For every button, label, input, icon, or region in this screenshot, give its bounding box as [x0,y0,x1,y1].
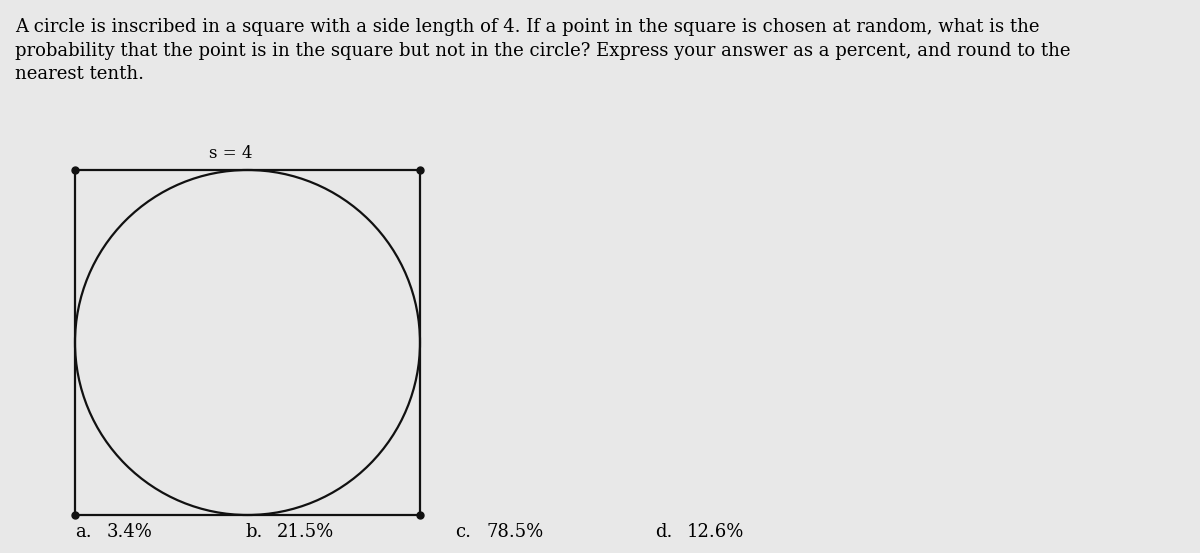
Text: 78.5%: 78.5% [487,523,545,541]
Text: d.: d. [655,523,672,541]
Text: 21.5%: 21.5% [277,523,335,541]
Text: c.: c. [455,523,470,541]
Text: 12.6%: 12.6% [686,523,744,541]
Text: b.: b. [245,523,263,541]
Text: A circle is inscribed in a square with a side length of 4. If a point in the squ: A circle is inscribed in a square with a… [14,18,1070,83]
Text: 3.4%: 3.4% [107,523,152,541]
Text: s = 4: s = 4 [209,145,252,162]
Bar [74,170,420,515]
Text: a.: a. [74,523,91,541]
